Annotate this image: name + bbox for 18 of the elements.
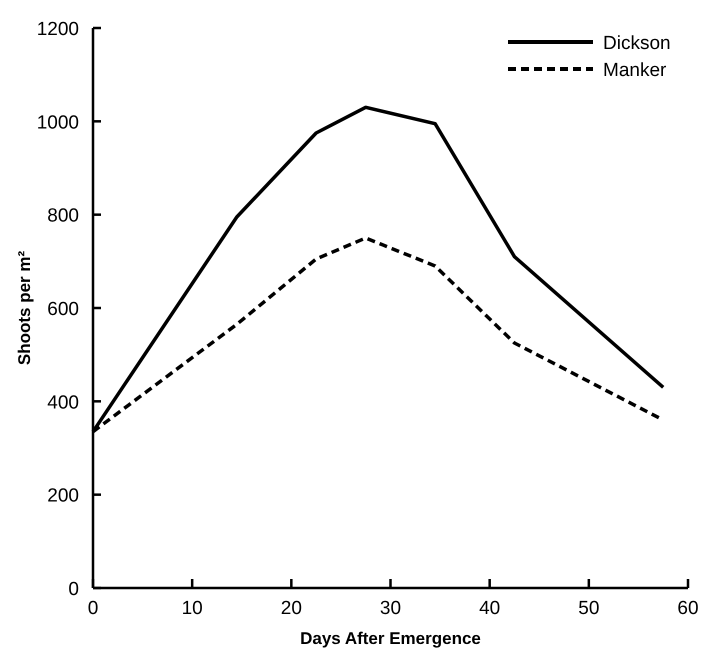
legend-label: Dickson [603, 33, 671, 54]
y-tick-label: 800 [47, 206, 79, 227]
x-tick-label: 60 [677, 598, 699, 619]
x-tick-label: 20 [280, 598, 302, 619]
y-tick-label: 1200 [36, 19, 79, 40]
y-tick-label: 400 [47, 392, 79, 414]
y-tick-label: 200 [47, 486, 79, 507]
x-tick-label: 40 [479, 598, 500, 619]
y-tick-label: 1000 [36, 112, 79, 134]
x-tick-label: 10 [182, 598, 203, 619]
x-tick-label: 30 [380, 598, 402, 619]
x-axis-title: Days After Emergence [300, 629, 481, 648]
legend-label: Manker [603, 60, 668, 81]
x-tick-label: 50 [578, 598, 600, 619]
y-tick-label: 600 [47, 299, 79, 320]
x-tick-label: 0 [88, 598, 98, 619]
y-tick-label: 0 [68, 579, 79, 600]
y-axis-title: Shoots per m² [15, 250, 34, 366]
